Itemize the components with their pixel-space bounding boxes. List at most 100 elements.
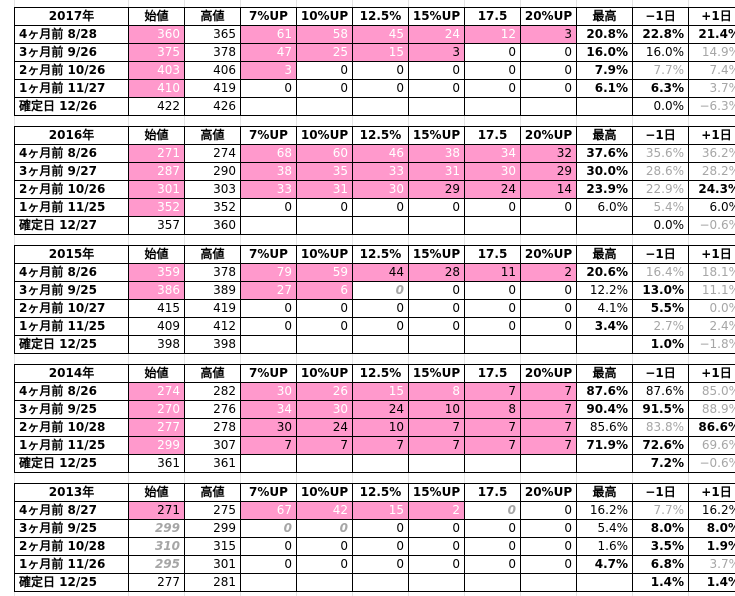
column-header[interactable]: 20%UP <box>520 7 577 26</box>
cell[interactable]: 360 <box>128 25 185 44</box>
row-label[interactable]: 2ヶ月前 10/28 <box>14 537 129 556</box>
cell[interactable]: 22.8% <box>632 25 689 44</box>
cell[interactable]: 0 <box>464 555 521 574</box>
cell[interactable]: 12.2% <box>576 281 633 300</box>
column-header[interactable]: 15%UP <box>408 245 465 264</box>
cell[interactable]: 23.9% <box>576 180 633 199</box>
cell[interactable]: 0 <box>464 281 521 300</box>
row-label[interactable]: 1ヶ月前 11/26 <box>14 555 129 574</box>
cell[interactable]: 0 <box>240 555 297 574</box>
cell[interactable]: 61 <box>240 25 297 44</box>
cell[interactable]: 88.9% <box>688 400 735 419</box>
cell[interactable]: 3.7% <box>688 79 735 98</box>
cell[interactable]: 6.3% <box>632 79 689 98</box>
column-header[interactable]: 高値 <box>184 364 241 383</box>
cell[interactable]: 0 <box>464 198 521 217</box>
cell[interactable]: 30 <box>464 162 521 181</box>
cell[interactable]: 21.4% <box>688 25 735 44</box>
cell[interactable]: 24 <box>352 400 409 419</box>
column-header[interactable]: 高値 <box>184 7 241 26</box>
cell[interactable]: 7.4% <box>688 61 735 80</box>
cell[interactable]: 299 <box>128 436 185 455</box>
cell[interactable]: 7 <box>520 400 577 419</box>
cell[interactable]: 30 <box>352 180 409 199</box>
cell[interactable]: 0 <box>352 281 409 300</box>
cell[interactable] <box>352 216 409 235</box>
year-label[interactable]: 2013年 <box>14 483 129 502</box>
cell[interactable] <box>352 454 409 473</box>
cell[interactable]: 0 <box>240 317 297 336</box>
cell[interactable]: 3 <box>408 43 465 62</box>
column-header[interactable]: 最高 <box>576 245 633 264</box>
cell[interactable]: 274 <box>128 382 185 401</box>
cell[interactable] <box>296 454 353 473</box>
cell[interactable]: 0 <box>352 79 409 98</box>
cell[interactable]: 410 <box>128 79 185 98</box>
cell[interactable]: 47 <box>240 43 297 62</box>
cell[interactable]: 0 <box>408 555 465 574</box>
cell[interactable]: 15 <box>352 382 409 401</box>
cell[interactable] <box>408 335 465 354</box>
cell[interactable]: 28.2% <box>688 162 735 181</box>
cell[interactable] <box>576 573 633 592</box>
cell[interactable] <box>464 573 521 592</box>
cell[interactable]: 299 <box>184 519 241 538</box>
cell[interactable]: 352 <box>128 198 185 217</box>
year-label[interactable]: 2016年 <box>14 126 129 145</box>
column-header[interactable]: 12.5% <box>352 483 409 502</box>
cell[interactable]: 6.0% <box>576 198 633 217</box>
cell[interactable] <box>520 335 577 354</box>
cell[interactable]: 7.2% <box>632 454 689 473</box>
cell[interactable]: 7 <box>520 418 577 437</box>
cell[interactable]: 422 <box>128 97 185 116</box>
cell[interactable]: 67 <box>240 501 297 520</box>
column-header[interactable]: 7%UP <box>240 364 297 383</box>
row-label[interactable]: 2ヶ月前 10/26 <box>14 180 129 199</box>
cell[interactable]: 24 <box>464 180 521 199</box>
column-header[interactable]: 始値 <box>128 126 185 145</box>
cell[interactable]: 277 <box>128 418 185 437</box>
cell[interactable]: 0 <box>464 537 521 556</box>
cell[interactable] <box>520 97 577 116</box>
cell[interactable]: 6.1% <box>576 79 633 98</box>
column-header[interactable]: 最高 <box>576 126 633 145</box>
cell[interactable]: 295 <box>128 555 185 574</box>
cell[interactable]: 301 <box>128 180 185 199</box>
cell[interactable]: 71.9% <box>576 436 633 455</box>
cell[interactable]: 16.2% <box>688 501 735 520</box>
cell[interactable]: 0 <box>408 519 465 538</box>
cell[interactable]: 59 <box>296 263 353 282</box>
cell[interactable]: 0 <box>520 501 577 520</box>
cell[interactable]: 281 <box>184 573 241 592</box>
cell[interactable]: 15 <box>352 501 409 520</box>
column-header[interactable]: 始値 <box>128 483 185 502</box>
cell[interactable]: 30.0% <box>576 162 633 181</box>
cell[interactable]: 29 <box>520 162 577 181</box>
cell[interactable]: 6 <box>296 281 353 300</box>
cell[interactable]: 7 <box>464 382 521 401</box>
cell[interactable]: 46 <box>352 144 409 163</box>
cell[interactable]: 20.6% <box>576 263 633 282</box>
cell[interactable]: 0 <box>352 519 409 538</box>
cell[interactable]: 426 <box>184 97 241 116</box>
cell[interactable]: 15 <box>352 43 409 62</box>
cell[interactable]: 5.4% <box>632 198 689 217</box>
cell[interactable]: 7 <box>520 436 577 455</box>
cell[interactable]: 271 <box>128 144 185 163</box>
cell[interactable]: 0 <box>240 537 297 556</box>
cell[interactable]: 33 <box>352 162 409 181</box>
cell[interactable]: 45 <box>352 25 409 44</box>
column-header[interactable]: 7%UP <box>240 7 297 26</box>
cell[interactable]: 361 <box>128 454 185 473</box>
cell[interactable]: 275 <box>184 501 241 520</box>
column-header[interactable]: 20%UP <box>520 245 577 264</box>
cell[interactable]: 8 <box>464 400 521 419</box>
row-label[interactable]: 3ヶ月前 9/25 <box>14 519 129 538</box>
cell[interactable]: 0 <box>352 198 409 217</box>
cell[interactable]: 357 <box>128 216 185 235</box>
column-header[interactable]: −1日 <box>632 364 689 383</box>
cell[interactable] <box>296 216 353 235</box>
cell[interactable]: 29 <box>408 180 465 199</box>
row-label[interactable]: 確定日 12/27 <box>14 216 129 235</box>
cell[interactable]: 303 <box>184 180 241 199</box>
